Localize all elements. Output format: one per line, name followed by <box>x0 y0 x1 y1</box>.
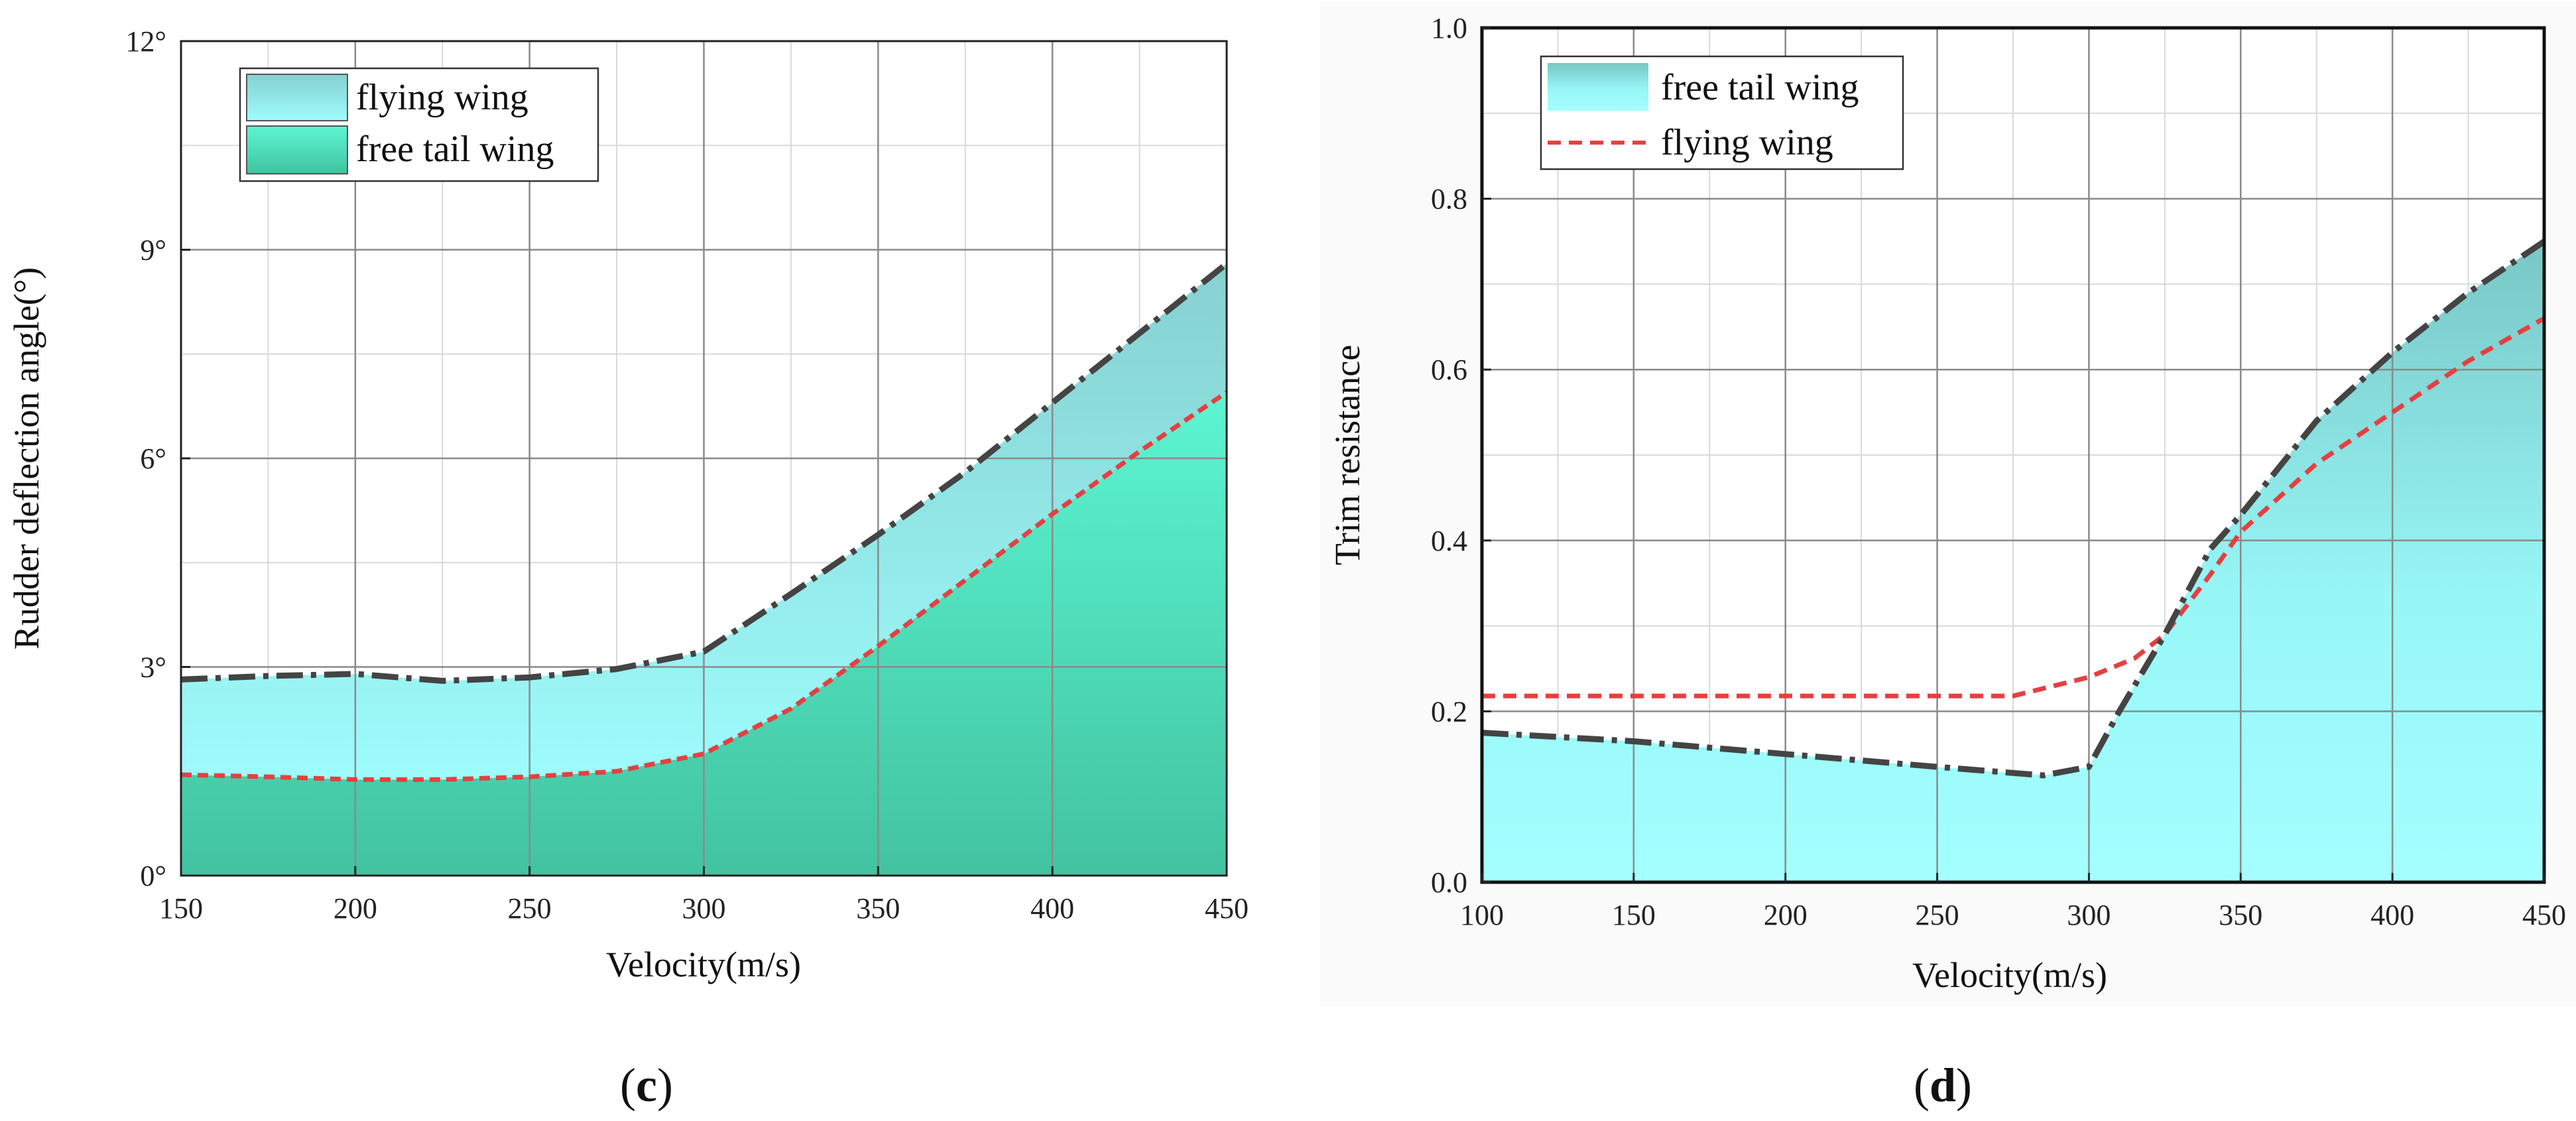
series-line-flying-wing <box>1482 316 2545 698</box>
y-tick-label: 0.0 <box>1431 866 1467 899</box>
x-tick-label: 450 <box>2522 899 2566 931</box>
plot-frame-d <box>1480 26 2546 884</box>
legend-label-flying-wing-d: flying wing <box>1661 122 1833 163</box>
legend-swatch-free-tail-wing <box>246 125 348 174</box>
y-tick-label: 0.4 <box>1431 525 1467 557</box>
legend-label-flying-wing: flying wing <box>356 77 528 118</box>
x-tick-label: 100 <box>1460 899 1504 931</box>
x-axis-label-c: Velocity(m/s) <box>606 945 801 984</box>
x-tick-label: 400 <box>2370 899 2414 931</box>
y-tick-label: 3° <box>140 651 166 684</box>
x-tick-label: 250 <box>508 892 552 925</box>
ticks-d: 100 150 200 250 300 350 400 450 0.0 0.2 0.4 0.6 0.8 1… <box>1431 12 2566 931</box>
area-free-tail-wing <box>181 392 1227 876</box>
legend-c: flying wing free tail wing <box>239 67 599 182</box>
y-tick-label: 0.2 <box>1431 695 1467 728</box>
x-axis-label-d: Velocity(m/s) <box>1912 955 2107 995</box>
x-tick-label: 350 <box>2219 899 2262 931</box>
y-axis-label-c: Rudder deflection angle(°) <box>7 267 46 649</box>
x-tick-label: 250 <box>1916 899 1959 931</box>
lines-d <box>1481 239 2546 779</box>
areas-d <box>1482 241 2544 882</box>
chart-d: 100 150 200 250 300 350 400 450 0.0 0.2 0.4 0.6 0.8 1… <box>1319 1 2576 1112</box>
x-tick-label: 400 <box>1030 892 1074 925</box>
ticks-c: 150 200 250 300 350 400 450 0° 3° 6° 9° 12° <box>125 25 1249 925</box>
caption-c: (c) <box>620 1059 673 1112</box>
y-tick-label: 0.8 <box>1431 183 1467 216</box>
x-tick-label: 200 <box>334 892 377 925</box>
caption-close-d: ) <box>1956 1059 1972 1112</box>
caption-letter-c: c <box>636 1059 657 1112</box>
legend-swatch-flying-wing <box>246 74 348 121</box>
y-tick-label: 6° <box>140 442 166 475</box>
y-tick-label: 9° <box>140 234 166 267</box>
series-line-flying-wing <box>180 261 1229 684</box>
x-tick-label: 200 <box>1764 899 1808 931</box>
y-tick-label: 1.0 <box>1431 12 1467 44</box>
series-line-free-tail-wing <box>180 390 1228 782</box>
series-line-free-tail-wing <box>1481 239 2546 779</box>
x-tick-label: 450 <box>1205 892 1249 925</box>
chart-c: 150 200 250 300 350 400 450 0° 3° 6° 9° 12° flying … <box>7 25 1249 1112</box>
x-tick-label: 350 <box>856 892 900 925</box>
y-tick-label: 0.6 <box>1431 354 1467 386</box>
caption-d: (d) <box>1914 1059 1972 1112</box>
caption-open-d: ( <box>1914 1059 1930 1112</box>
x-tick-label: 300 <box>2067 899 2111 931</box>
legend-label-free-tail-wing-d: free tail wing <box>1661 67 1859 108</box>
x-tick-label: 150 <box>1612 899 1656 931</box>
legend-d: free tail wing flying wing <box>1540 55 1904 170</box>
caption-close-c: ) <box>657 1059 673 1112</box>
legend-swatch-free-tail-wing-d <box>1548 63 1648 111</box>
caption-letter-d: d <box>1930 1059 1956 1112</box>
y-tick-label: 12° <box>125 25 166 58</box>
lines-c <box>180 261 1229 782</box>
x-tick-label: 300 <box>682 892 726 925</box>
caption-open-c: ( <box>620 1059 636 1112</box>
y-tick-label: 0° <box>140 860 166 892</box>
area-free-tail-wing <box>1482 241 2544 882</box>
y-axis-label-d: Trim resistance <box>1327 345 1367 565</box>
x-tick-label: 150 <box>159 892 203 925</box>
legend-label-free-tail-wing: free tail wing <box>356 129 554 170</box>
major-grid-c <box>181 41 1227 876</box>
